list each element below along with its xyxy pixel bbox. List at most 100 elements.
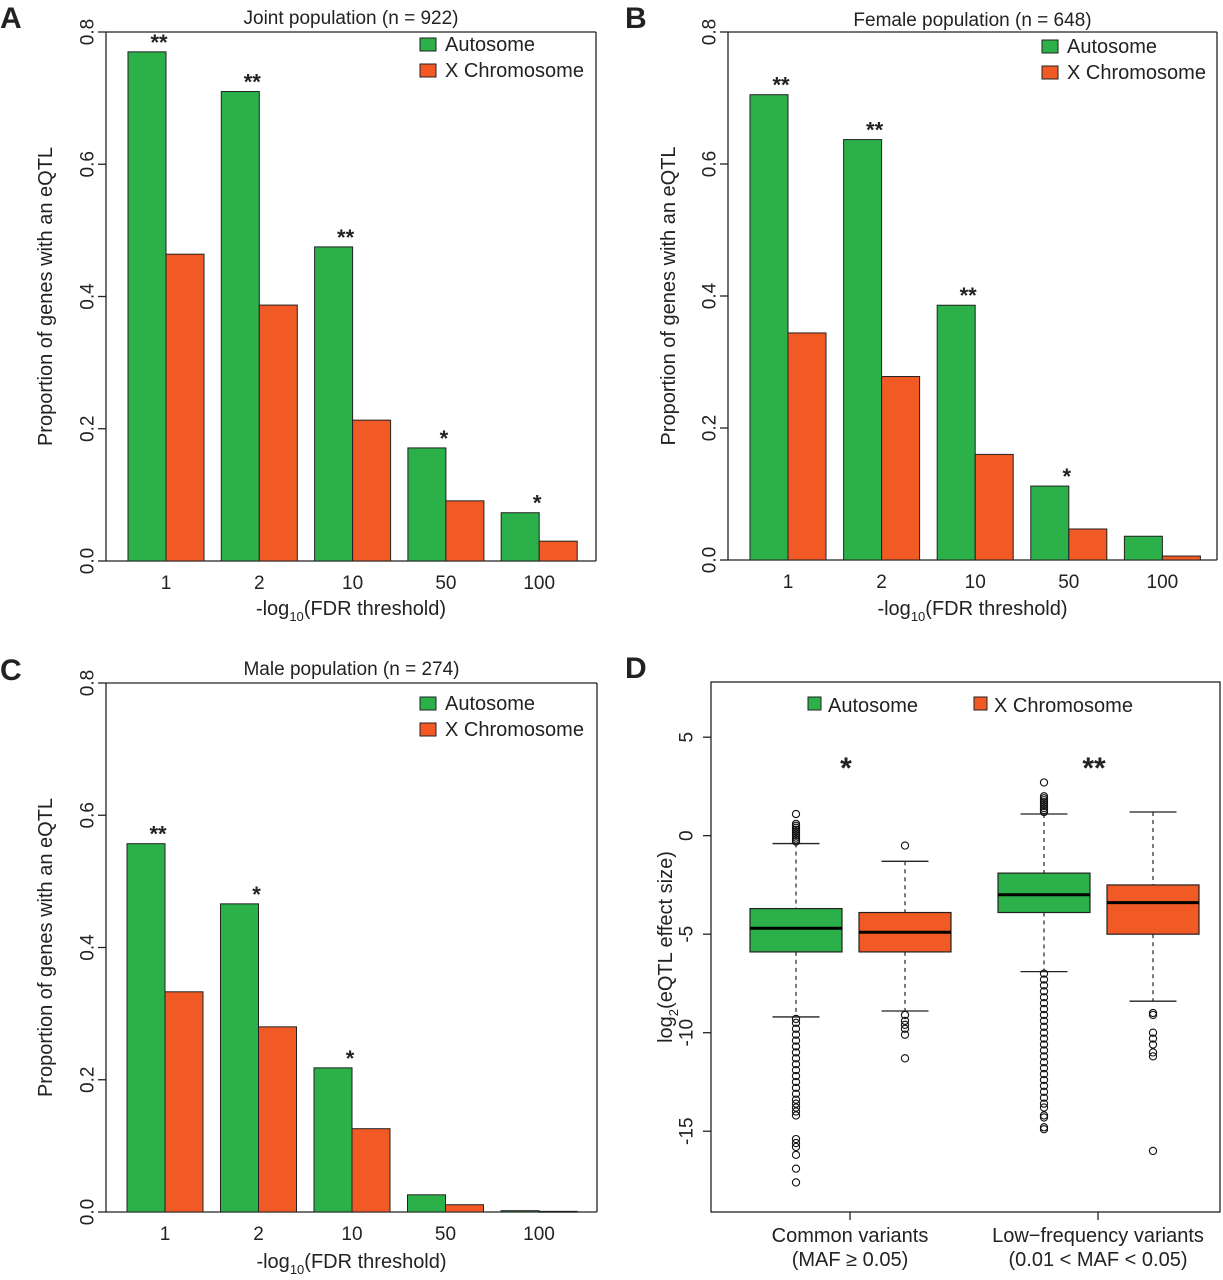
outlier-point — [900, 841, 910, 850]
panel-letter: C — [0, 654, 22, 687]
outlier-point — [1039, 778, 1049, 787]
outlier-point — [791, 1036, 801, 1045]
significance-label: * — [252, 882, 261, 907]
panel-c: C Male population (n = 274) 0.0 0.2 0.4 0.6 0.… — [0, 654, 598, 1277]
y-tick-label: 0.2 — [78, 416, 99, 442]
legend-label: Autosome — [1067, 36, 1157, 58]
x-axis-label: -log10(FDR threshold) — [256, 1251, 446, 1277]
legend-swatch-x-chromosome — [1041, 65, 1059, 80]
legend-label: Autosome — [828, 695, 918, 717]
y-tick-label: 0.2 — [700, 415, 721, 441]
panel-letter: B — [625, 2, 647, 35]
outlier-point — [791, 1142, 801, 1152]
x-tick-label: 10 — [342, 573, 363, 594]
chart-title: Female population (n = 648) — [853, 10, 1091, 31]
x-tick-label: 100 — [1147, 572, 1179, 593]
x-tick-label: 2 — [876, 572, 887, 593]
bar-x-chromosome — [538, 1210, 578, 1213]
outlier-point — [1039, 975, 1049, 984]
outlier-point — [791, 809, 801, 819]
outlier-point — [791, 1042, 801, 1051]
outlier-point — [1039, 1022, 1049, 1031]
outlier-point — [791, 1111, 801, 1120]
outlier-point — [1039, 1052, 1049, 1061]
outlier-point — [900, 1030, 910, 1039]
y-tick-label: -5 — [677, 926, 698, 943]
y-tick-label: 0.8 — [700, 19, 721, 45]
box-autosome — [997, 872, 1091, 914]
significance-label: ** — [150, 30, 168, 55]
bar-autosome — [313, 1067, 353, 1213]
legend: Autosome X Chromosome — [419, 693, 584, 741]
significance-label: ** — [337, 225, 355, 250]
panel-letter: D — [625, 652, 647, 685]
outlier-point — [900, 1016, 910, 1026]
legend-swatch-x-chromosome — [419, 63, 437, 78]
y-tick-label: 0.4 — [78, 934, 99, 961]
box-group: ** Low−frequency variants(0.01 < MAF < 0.… — [992, 752, 1204, 1271]
outlier-point — [900, 1054, 910, 1063]
y-tick-label: 0 — [677, 830, 698, 841]
legend-swatch-autosome — [807, 696, 822, 711]
outlier-point — [1039, 981, 1049, 990]
bar-autosome — [407, 1194, 446, 1213]
box-group: * Common variants(MAF ≥ 0.05) — [749, 752, 952, 1271]
bar-autosome — [1030, 485, 1070, 561]
significance-label: * — [1063, 464, 1072, 489]
outlier-point — [791, 837, 801, 846]
chart-title: Male population (n = 274) — [243, 659, 459, 680]
legend-swatch-autosome — [1041, 39, 1059, 54]
y-tick-label: -10 — [677, 1019, 698, 1046]
outlier-point — [1039, 1010, 1049, 1020]
outlier-point — [900, 1010, 910, 1020]
panel-d: D 5 0 -5 -10 -15 log2(eQTL effect size) Autosom… — [625, 652, 1221, 1271]
y-tick-label: 0.6 — [78, 151, 99, 177]
outlier-point — [1039, 1040, 1049, 1049]
significance-label: ** — [1082, 752, 1106, 785]
outlier-point — [791, 1103, 801, 1112]
outlier-point — [791, 1095, 801, 1104]
x-tick-label: Low−frequency variants — [992, 1225, 1204, 1247]
outlier-point — [1148, 1034, 1158, 1043]
box-autosome — [749, 907, 843, 953]
bar-x-chromosome — [258, 1026, 297, 1213]
bar-x-chromosome — [165, 253, 205, 562]
bar-autosome — [220, 903, 259, 1213]
legend-label: Autosome — [445, 693, 535, 715]
x-tick-label: Common variants — [772, 1225, 929, 1247]
outlier-point — [791, 1099, 801, 1108]
outlier-point — [791, 1048, 801, 1057]
chart-title: Joint population (n = 922) — [244, 8, 459, 29]
bar-x-chromosome — [445, 1204, 484, 1213]
y-tick-label: 0.0 — [78, 1199, 99, 1225]
bar-x-chromosome — [974, 453, 1014, 561]
legend-label: X Chromosome — [994, 695, 1133, 717]
y-tick-label: -15 — [677, 1117, 698, 1144]
bar-x-chromosome — [352, 419, 392, 562]
bar-x-chromosome — [164, 991, 204, 1213]
x-tick-label: 1 — [161, 573, 172, 594]
y-tick-label: 0.6 — [78, 802, 99, 828]
legend-label: X Chromosome — [1067, 62, 1206, 84]
x-tick-label: 100 — [523, 1224, 555, 1245]
outlier-point — [1039, 999, 1049, 1008]
outlier-point — [1039, 1004, 1049, 1014]
bar-x-chromosome — [258, 304, 298, 562]
outlier-point — [1039, 1099, 1049, 1108]
legend: Autosome X Chromosome — [1041, 36, 1206, 84]
y-tick-label: 0.8 — [78, 670, 99, 696]
legend-swatch-x-chromosome — [973, 696, 988, 711]
y-axis-label: Proportion of genes with an eQTL — [35, 147, 57, 446]
outlier-point — [1039, 1058, 1049, 1067]
plot-border — [710, 681, 1221, 1213]
outlier-point — [1039, 987, 1049, 996]
outlier-point — [1039, 807, 1049, 817]
significance-label: ** — [866, 118, 884, 143]
outlier-point — [791, 1030, 801, 1039]
outlier-point — [1039, 1103, 1049, 1112]
outlier-point — [1148, 1146, 1158, 1156]
bar-autosome — [749, 94, 789, 561]
significance-label: * — [346, 1046, 355, 1071]
outlier-point — [1039, 1064, 1049, 1073]
y-axis-label: Proportion of genes with an eQTL — [35, 798, 57, 1097]
